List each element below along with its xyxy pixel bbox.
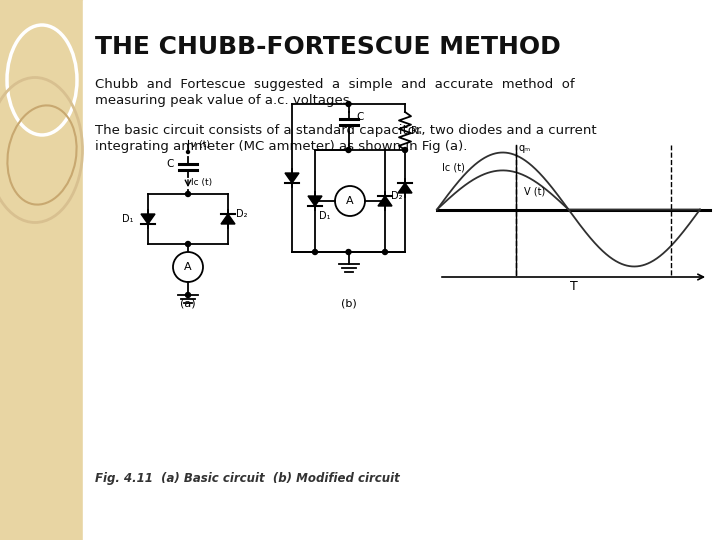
Text: C: C	[166, 159, 174, 169]
Polygon shape	[308, 196, 322, 206]
Circle shape	[186, 192, 191, 197]
Polygon shape	[378, 196, 392, 206]
Text: D₂: D₂	[236, 209, 248, 219]
Text: measuring peak value of a.c. voltages.: measuring peak value of a.c. voltages.	[95, 94, 354, 107]
Circle shape	[186, 241, 191, 246]
Text: Rₐ: Rₐ	[411, 126, 422, 136]
Text: THE CHUBB-FORTESCUE METHOD: THE CHUBB-FORTESCUE METHOD	[95, 35, 561, 59]
Text: D₁: D₁	[319, 211, 330, 221]
Text: Chubb  and  Fortescue  suggested  a  simple  and  accurate  method  of: Chubb and Fortescue suggested a simple a…	[95, 78, 575, 91]
Text: Ic (t): Ic (t)	[442, 163, 465, 173]
Bar	[83, 0, 720, 540]
Bar	[0, 0, 83, 540]
Text: T: T	[570, 280, 577, 294]
Circle shape	[312, 249, 318, 254]
Text: A: A	[346, 196, 354, 206]
Text: The basic circuit consists of a standard capacitor, two diodes and a current: The basic circuit consists of a standard…	[95, 124, 597, 137]
Text: C: C	[356, 112, 364, 122]
Circle shape	[346, 147, 351, 152]
Circle shape	[186, 151, 189, 153]
Circle shape	[186, 293, 191, 298]
Polygon shape	[221, 214, 235, 224]
Text: Fig. 4.11  (a) Basic circuit  (b) Modified circuit: Fig. 4.11 (a) Basic circuit (b) Modified…	[95, 472, 400, 485]
Text: A: A	[184, 262, 192, 272]
Circle shape	[346, 102, 351, 106]
Text: integrating ammeter (MC ammeter) as shown in Fig (a).: integrating ammeter (MC ammeter) as show…	[95, 140, 467, 153]
Text: v (t): v (t)	[191, 139, 210, 148]
Text: D₂: D₂	[391, 191, 402, 201]
Text: (b): (b)	[341, 298, 356, 308]
Polygon shape	[285, 173, 299, 183]
Polygon shape	[141, 214, 155, 224]
Circle shape	[346, 249, 351, 254]
Text: D₁: D₁	[122, 214, 133, 224]
Text: V (t): V (t)	[524, 186, 545, 197]
Text: Ic (t): Ic (t)	[191, 178, 212, 186]
Text: qₘ: qₘ	[519, 143, 531, 153]
Circle shape	[402, 147, 408, 152]
Circle shape	[382, 249, 387, 254]
Text: (a): (a)	[180, 298, 196, 308]
Polygon shape	[398, 183, 412, 193]
